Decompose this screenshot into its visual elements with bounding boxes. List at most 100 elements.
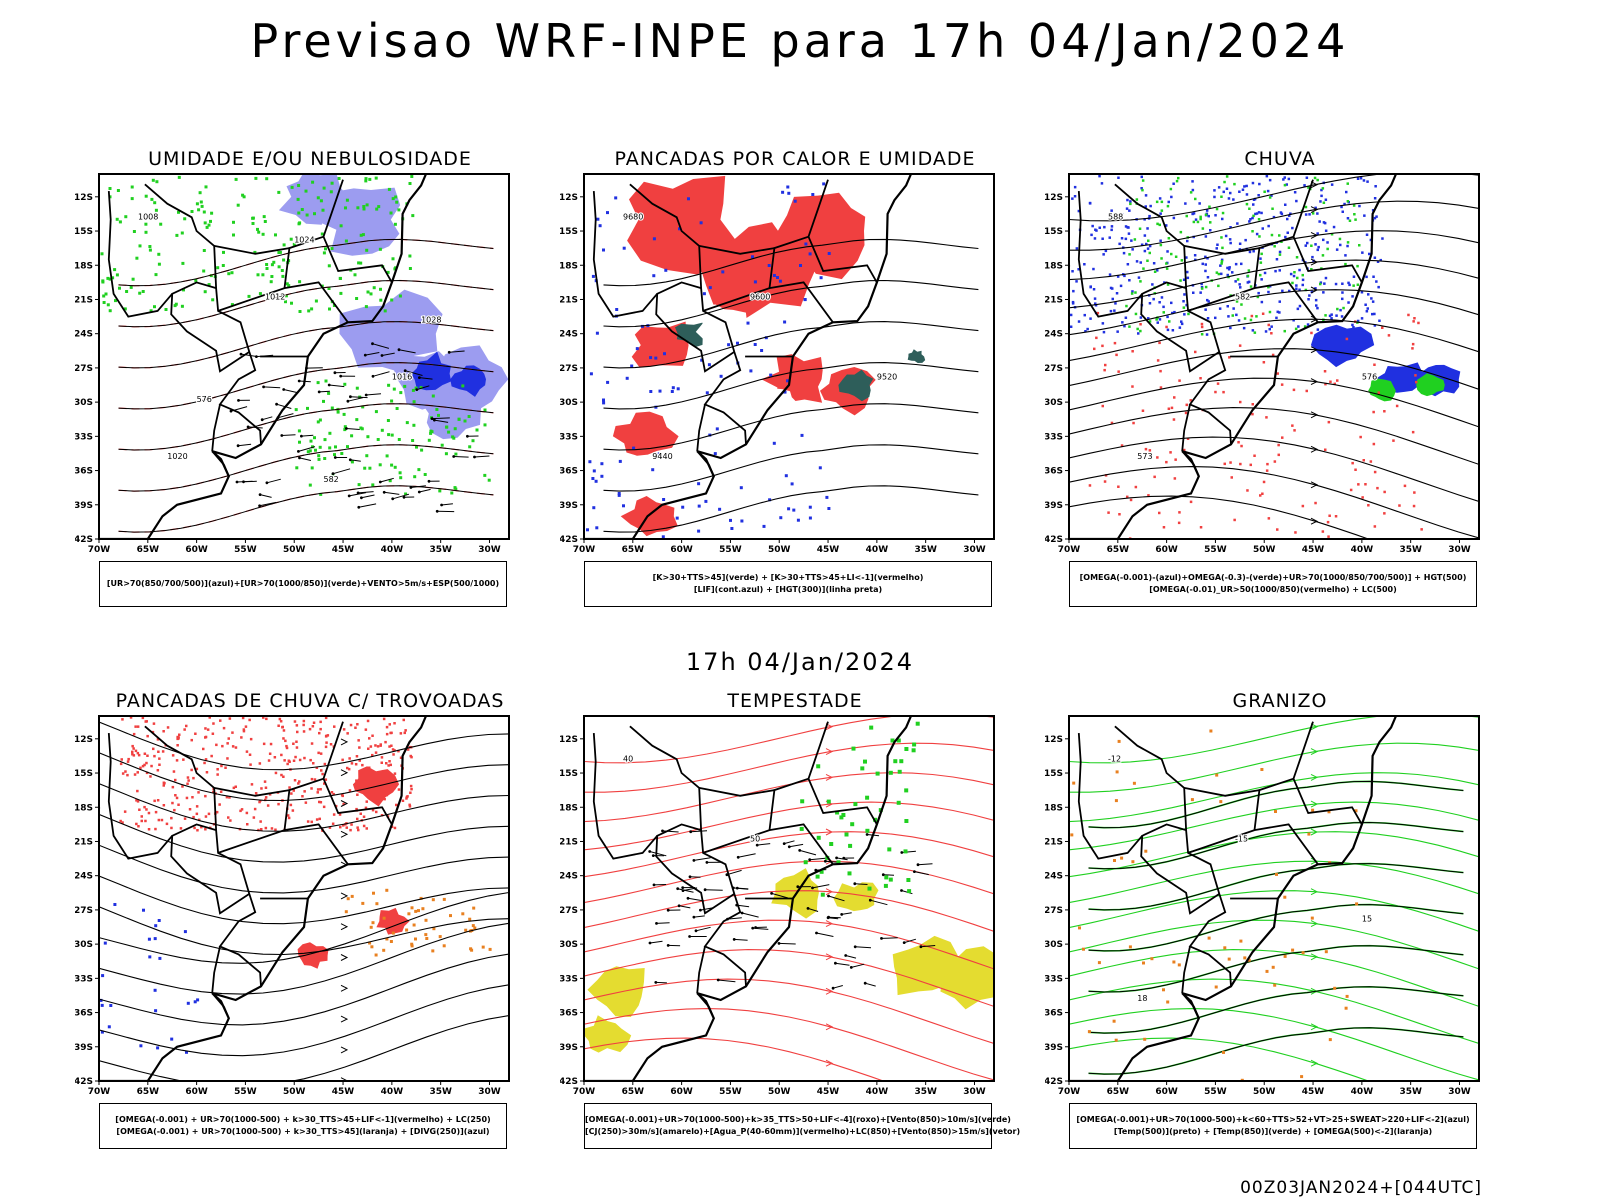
orange-omega-speckle <box>1344 1006 1348 1010</box>
green-humidity-speckle <box>362 205 366 208</box>
red-omega-speckle <box>1110 421 1114 425</box>
green-humidity-speckle <box>311 445 314 449</box>
legend-line: [CJ(250)>30m/s](amarelo)+[Agua_P(40-60mm… <box>585 1127 1021 1136</box>
lat-tick-label: 27S <box>560 906 578 916</box>
blue-omega-speckle <box>1186 276 1190 280</box>
blue-omega-speckle <box>1130 239 1133 242</box>
orange-omega-speckle <box>1112 1019 1116 1023</box>
green-humidity-speckle <box>207 283 211 287</box>
red-storm-speckle <box>323 762 327 766</box>
red-storm-speckle <box>145 720 148 723</box>
red-omega-speckle <box>1156 359 1160 362</box>
red-storm-speckle <box>319 720 322 724</box>
green-humidity-speckle <box>263 220 267 223</box>
green-humidity-speckle <box>150 197 154 201</box>
wind-vector <box>277 413 294 419</box>
red-streamline <box>584 742 994 793</box>
wind-vector-head <box>466 434 469 438</box>
red-storm-speckle <box>379 744 382 747</box>
red-instability-area <box>776 192 866 280</box>
lat-tick-label: 30S <box>1045 398 1063 408</box>
clear-area <box>761 388 800 420</box>
blue-omega-speckle <box>1377 285 1380 289</box>
red-storm-speckle <box>388 723 391 726</box>
blue-omega-speckle <box>1127 232 1131 235</box>
green-humidity-speckle <box>130 197 134 201</box>
green-humidity-speckle <box>190 210 194 213</box>
red-omega-speckle <box>1367 504 1370 507</box>
green-humidity-speckle <box>328 446 332 450</box>
blue-omega-speckle <box>1255 232 1259 236</box>
blue-omega-speckle <box>1356 319 1360 323</box>
green-omega-speckle <box>1200 287 1204 290</box>
blue-omega-speckle <box>1121 321 1124 324</box>
blue-omega-speckle <box>1227 268 1231 271</box>
red-storm-speckle <box>270 827 274 830</box>
temp500-contour <box>1088 986 1464 1034</box>
green-omega-speckle <box>1304 288 1308 292</box>
blue-omega-speckle <box>1317 245 1320 249</box>
blue-omega-speckle <box>1244 238 1247 242</box>
yellow-jet-area <box>771 868 819 919</box>
blue-omega-speckle <box>1278 269 1281 272</box>
streamline <box>99 922 509 995</box>
red-omega-speckle <box>1277 443 1280 447</box>
streamline <box>1069 495 1370 539</box>
red-storm-speckle <box>279 720 283 723</box>
green-omega-speckle <box>1293 271 1296 274</box>
blue-omega-speckle <box>1296 307 1300 311</box>
wind-vector-head <box>440 503 443 507</box>
hgt300-contour <box>603 444 979 492</box>
orange-omega-speckle <box>1143 1037 1147 1041</box>
red-storm-speckle <box>408 803 411 807</box>
orange-omega-speckle <box>1214 985 1218 989</box>
red-omega-speckle <box>1276 528 1279 531</box>
green-omega-speckle <box>1259 261 1263 264</box>
wind-vector <box>655 981 667 984</box>
blue-omega-speckle <box>1235 313 1238 317</box>
red-storm-speckle <box>310 787 313 790</box>
red-streamline <box>584 716 994 764</box>
red-storm-speckle <box>354 763 358 766</box>
wind-vector-head <box>777 942 781 945</box>
orange-storm-speckle <box>382 948 386 952</box>
red-storm-speckle <box>216 773 219 776</box>
contour-label: 15 <box>1362 914 1372 923</box>
blue-omega-speckle <box>1123 274 1126 278</box>
green-wind-area <box>875 771 880 776</box>
green-omega-speckle <box>1346 241 1350 244</box>
wind-vector-head <box>913 870 916 873</box>
blue-omega-speckle <box>1094 302 1097 305</box>
green-omega-speckle <box>1136 327 1139 331</box>
country-state-border <box>1077 191 1143 318</box>
blue-omega-speckle <box>1373 312 1376 316</box>
blue-omega-speckle <box>1365 275 1368 279</box>
blue-omega-speckle <box>1165 224 1168 227</box>
green-humidity-speckle <box>265 177 269 181</box>
lif-contour-speckle <box>753 343 757 346</box>
green-omega-speckle <box>1319 282 1322 286</box>
wind-vector <box>687 897 705 902</box>
red-streamline-arrow <box>825 723 834 731</box>
green-omega-speckle <box>1148 251 1151 255</box>
lat-tick-label: 15S <box>75 769 93 779</box>
orange-omega-speckle <box>1283 954 1287 958</box>
blue-omega-speckle <box>1186 239 1189 243</box>
lat-tick-label: 12S <box>1045 735 1063 745</box>
wind-vector-head <box>236 444 240 448</box>
green-omega-speckle <box>1204 285 1208 289</box>
blue-omega-speckle <box>1193 254 1197 257</box>
orange-omega-speckle <box>1240 1078 1244 1081</box>
wind-vector <box>283 389 298 394</box>
lon-tick-label: 35W <box>914 545 937 555</box>
wind-vector <box>841 912 852 915</box>
country-state-border <box>702 281 834 323</box>
red-storm-speckle <box>231 745 235 748</box>
green-humidity-speckle <box>398 294 402 298</box>
green-omega-speckle <box>1165 262 1168 265</box>
blue-omega-speckle <box>1324 276 1328 280</box>
green-humidity-speckle <box>265 267 269 270</box>
green-omega-speckle <box>1217 272 1221 276</box>
red-storm-speckle <box>245 750 249 753</box>
wind-vector-head <box>382 490 386 494</box>
